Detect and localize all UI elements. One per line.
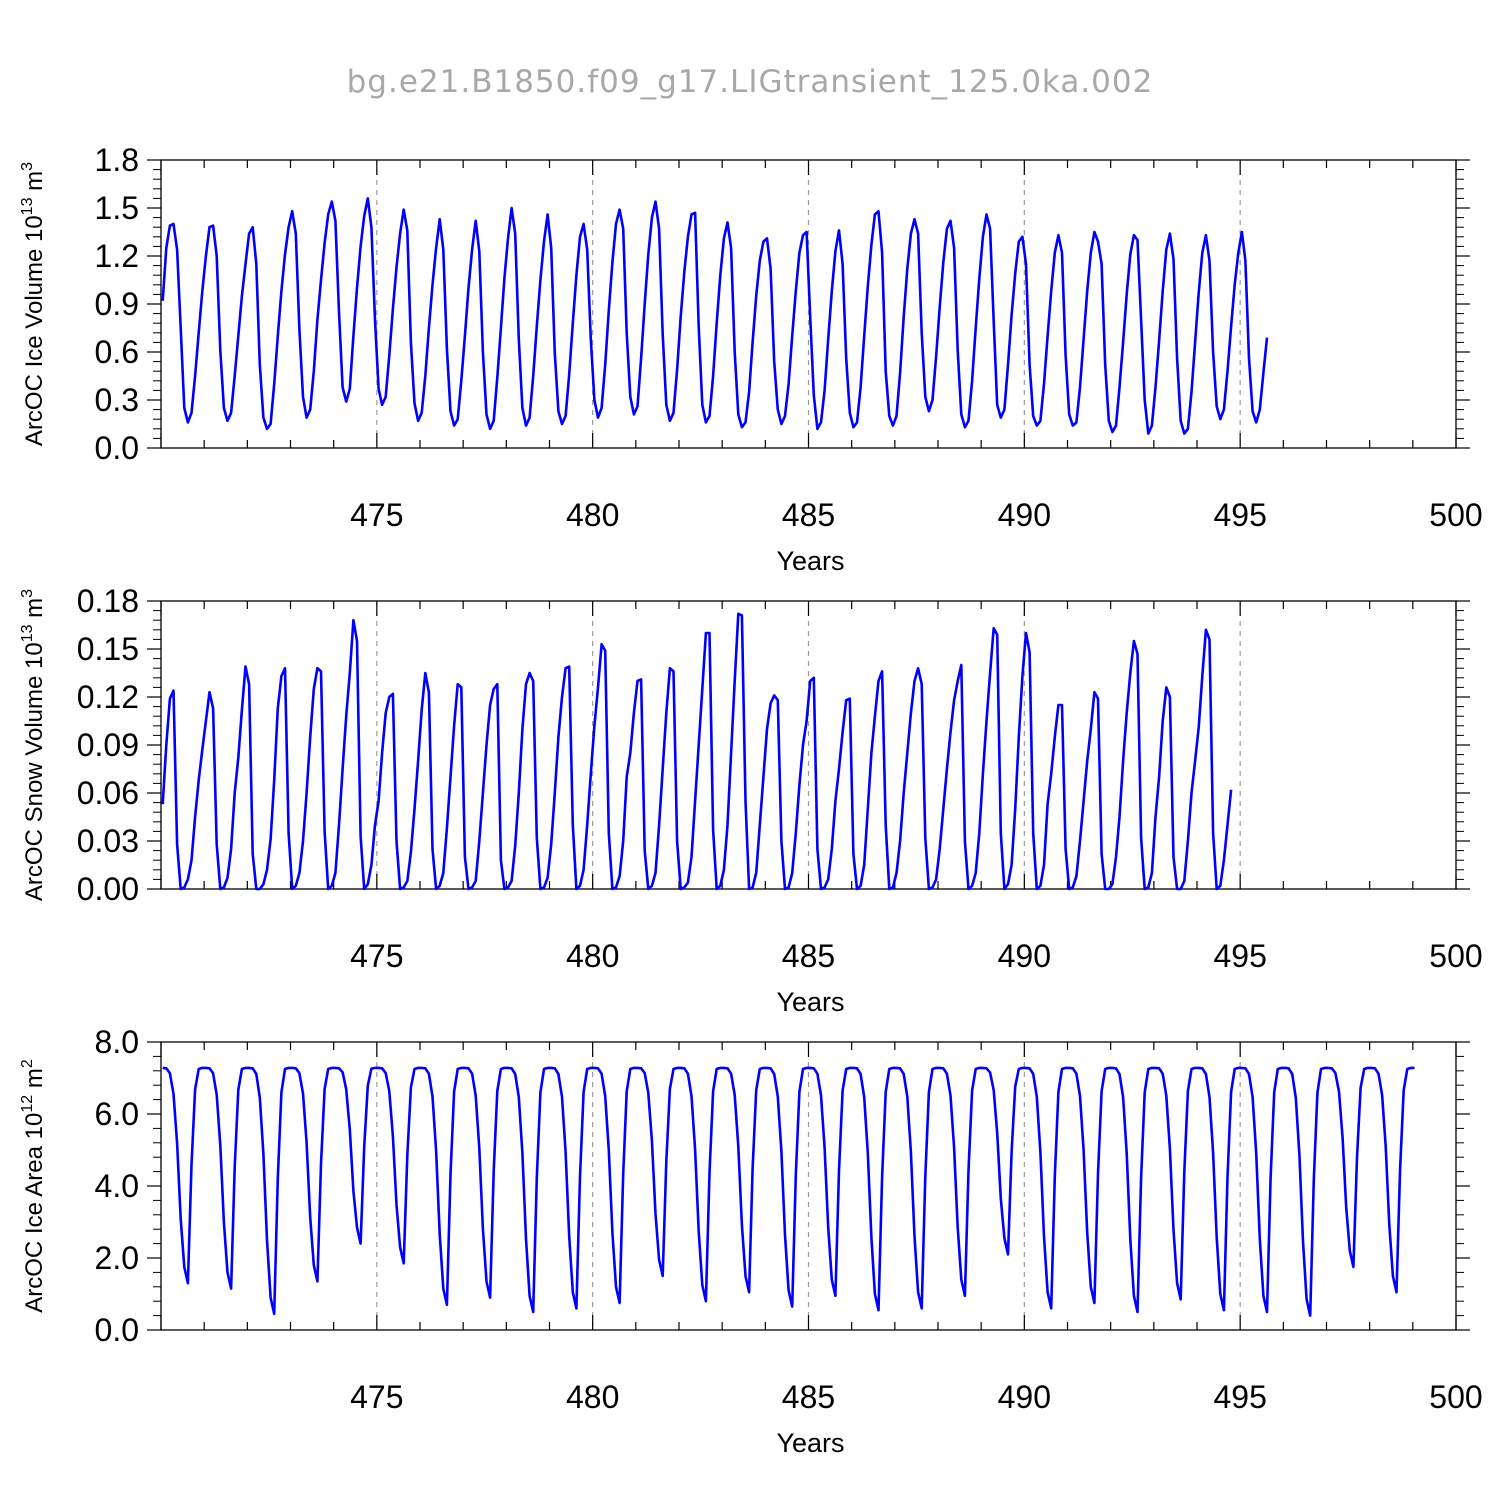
series-line (161, 612, 1233, 891)
y-tick-label: 0.6 (95, 334, 139, 370)
series-line (162, 1066, 1415, 1317)
y-tick-label: 0.12 (77, 679, 139, 715)
x-tick-label: 495 (1213, 938, 1266, 974)
y-axis-label-exponent: 13 (19, 197, 36, 215)
y-axis-label-exponent: 13 (19, 624, 36, 642)
x-tick-label: 495 (1213, 497, 1266, 533)
y-tick-label: 0.00 (77, 871, 139, 907)
y-axis-label-text: ArcOC Snow Volume 10 (21, 642, 48, 901)
y-tick-label: 8.0 (95, 1024, 139, 1060)
x-axis-label: Years (776, 1428, 844, 1458)
y-tick-label: 4.0 (95, 1168, 139, 1204)
y-tick-label: 1.8 (95, 142, 139, 178)
y-axis-label: ArcOC Snow Volume 1013 m3 (19, 589, 48, 901)
x-tick-label: 480 (566, 497, 619, 533)
x-tick-label: 480 (566, 938, 619, 974)
y-axis-label-exponent: 12 (19, 1095, 36, 1113)
figure-title: bg.e21.B1850.f09_g17.LIGtransient_125.0k… (347, 64, 1154, 100)
y-tick-label: 6.0 (95, 1096, 139, 1132)
y-tick-label: 0.18 (77, 583, 139, 619)
y-axis-label-unit: m (21, 598, 48, 625)
x-tick-label: 475 (350, 938, 403, 974)
x-axis-label: Years (776, 987, 844, 1017)
y-axis-label-text: ArcOC Ice Volume 10 (21, 215, 48, 446)
y-axis-label-unit: m (21, 1068, 48, 1095)
y-tick-label: 0.09 (77, 727, 139, 763)
x-tick-label: 475 (350, 1379, 403, 1415)
x-axis-label: Years (776, 546, 844, 576)
x-tick-label: 480 (566, 1379, 619, 1415)
y-tick-label: 0.0 (95, 430, 139, 466)
x-tick-label: 490 (998, 1379, 1051, 1415)
y-tick-label: 0.03 (77, 823, 139, 859)
x-tick-label: 490 (998, 938, 1051, 974)
series-line (161, 197, 1269, 435)
y-axis-label-power: 2 (19, 1059, 36, 1068)
x-tick-label: 495 (1213, 1379, 1266, 1415)
chart-panel-1: 0.0 0.3 0.6 0.9 1.2 1.5 1.8 475 480 485 490 495 500 Y… (19, 142, 1483, 576)
y-axis-label-power: 3 (19, 589, 36, 598)
x-tick-label: 500 (1429, 497, 1482, 533)
y-axis-label-text: ArcOC Ice Area 10 (21, 1113, 48, 1313)
y-tick-label: 0.06 (77, 775, 139, 811)
x-tick-label: 500 (1429, 938, 1482, 974)
y-tick-label: 0.3 (95, 382, 139, 418)
y-tick-label: 2.0 (95, 1240, 139, 1276)
x-tick-label: 490 (998, 497, 1051, 533)
y-axis-label: ArcOC Ice Volume 1013 m3 (19, 162, 48, 446)
y-axis-label-power: 3 (19, 162, 36, 171)
y-axis-label-unit: m (21, 171, 48, 198)
x-tick-label: 485 (782, 938, 835, 974)
y-tick-label: 1.2 (95, 238, 139, 274)
y-tick-label: 1.5 (95, 190, 139, 226)
x-tick-label: 475 (350, 497, 403, 533)
y-tick-label: 0.0 (95, 1312, 139, 1348)
x-tick-label: 485 (782, 1379, 835, 1415)
y-tick-label: 0.15 (77, 631, 139, 667)
chart-panel-3: 0.0 2.0 4.0 6.0 8.0 475 480 485 490 495 500 Years Ar… (19, 1024, 1483, 1458)
y-axis-label: ArcOC Ice Area 1012 m2 (19, 1059, 48, 1313)
x-tick-label: 500 (1429, 1379, 1482, 1415)
x-tick-label: 485 (782, 497, 835, 533)
y-tick-label: 0.9 (95, 286, 139, 322)
chart-panel-2: 0.00 0.03 0.06 0.09 0.12 0.15 0.18 475 480 485 490… (19, 583, 1483, 1017)
